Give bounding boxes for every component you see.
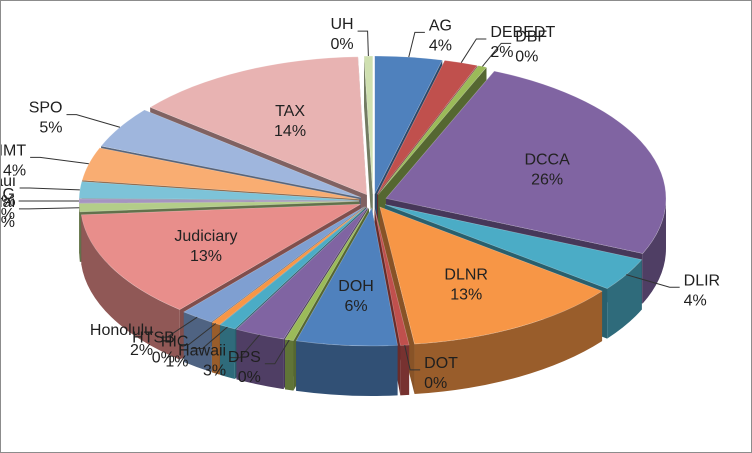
- slice-value-maui: 2%: [1, 193, 16, 210]
- slice-value-ag: 4%: [429, 37, 452, 54]
- slice-label-tax: TAX: [275, 103, 305, 120]
- slice-rim-dcca: [642, 198, 666, 304]
- slice-labels: AG4%DEBEDT2%DBF0%DCCA26%DLIR4%DLNR13%DOT…: [1, 16, 720, 392]
- slice-value-dbf: 0%: [515, 48, 538, 65]
- leader-line-debedt: [460, 38, 487, 63]
- slice-label-debedt: DEBEDT: [490, 24, 555, 41]
- slice-spo: [100, 109, 362, 198]
- slice-value-dlir: 4%: [684, 292, 707, 309]
- slice-maui: [78, 181, 360, 201]
- slice-value-oimt: 4%: [3, 162, 26, 179]
- slice-dlir: [384, 204, 643, 289]
- slice-value-dcca: 26%: [531, 172, 563, 189]
- slice-value-debedt: 2%: [490, 44, 513, 61]
- leader-line-honolulu: [157, 316, 198, 338]
- slice-label-lg: LG: [1, 186, 15, 203]
- slice-rim-judiciary: [81, 214, 180, 360]
- slice-label-kauai: Kauai: [1, 194, 15, 211]
- slice-value-uh: 0%: [330, 36, 353, 53]
- slice-rim-dps: [284, 339, 294, 391]
- slice-value-spo: 5%: [39, 120, 62, 137]
- leader-line-ag: [408, 31, 425, 58]
- leader-line-oimt: [30, 156, 89, 165]
- leader-line-maui: [19, 187, 80, 191]
- leader-line-spo: [66, 114, 121, 128]
- slice-label-judiciary: Judiciary: [174, 228, 237, 245]
- slice-value-dlnr: 13%: [450, 286, 482, 303]
- slice-value-htsb: 0%: [152, 350, 175, 367]
- slice-label-dbf: DBF: [515, 28, 547, 45]
- slice-uh: [363, 55, 374, 195]
- slice-rim-dlir: [607, 259, 642, 339]
- slice-dcca: [385, 70, 667, 254]
- slice-label-doh: DOH: [338, 278, 374, 295]
- slice-value-hic: 1%: [165, 354, 188, 371]
- leader-line-dps: [264, 339, 290, 365]
- slice-oimt: [81, 147, 360, 200]
- slice-rim-dot: [400, 344, 410, 396]
- leader-line-dlir: [626, 274, 680, 288]
- slice-value-lg: 0%: [1, 206, 15, 223]
- leader-line-dbf: [482, 42, 512, 67]
- leader-line-hic: [192, 326, 228, 350]
- slice-label-dlir: DLIR: [684, 272, 720, 289]
- slice-rim-doh: [296, 340, 398, 396]
- slice-label-maui: Maui: [1, 173, 16, 190]
- slice-hic: [219, 206, 367, 330]
- slice-rim-hawaii: [236, 329, 284, 390]
- slice-judiciary: [81, 203, 361, 310]
- slice-rim-hic: [220, 324, 235, 380]
- leader-line-hawaii: [230, 334, 260, 359]
- leader-line-kauai: [18, 207, 80, 210]
- slice-rim-dlnr: [414, 291, 603, 395]
- slice-value-dot: 0%: [424, 375, 447, 392]
- slice-doh: [295, 207, 398, 347]
- slice-label-dot: DOT: [424, 355, 458, 372]
- slice-value-tax: 14%: [274, 123, 306, 140]
- slice-label-hawaii: Hawaii: [178, 343, 226, 360]
- slice-label-spo: SPO: [29, 100, 63, 117]
- slice-label-htsb: HTSB: [132, 330, 175, 347]
- leader-line-dot: [404, 345, 421, 371]
- slice-kauai: [78, 201, 360, 213]
- slice-label-ag: AG: [429, 17, 452, 34]
- slice-hawaii: [235, 207, 368, 340]
- slice-value-doh: 6%: [344, 298, 367, 315]
- leader-lines: [18, 30, 680, 371]
- slice-value-judiciary: 13%: [190, 248, 222, 265]
- slice-tops: [78, 55, 667, 347]
- slice-value-honolulu: 2%: [130, 342, 153, 359]
- slice-label-honolulu: Honolulu: [90, 322, 153, 339]
- slice-dlnr: [379, 206, 603, 345]
- slice-label-uh: UH: [330, 16, 353, 33]
- slice-tax: [149, 56, 368, 196]
- slice-label-dps: DPS: [228, 349, 261, 366]
- slice-label-oimt: OIMT: [1, 142, 26, 159]
- slice-rim-honolulu: [183, 311, 212, 373]
- slice-value-kauai: 1%: [1, 214, 15, 231]
- slice-label-dlnr: DLNR: [444, 266, 488, 283]
- slice-rim-kauai: [79, 203, 80, 262]
- leader-line-htsb: [178, 323, 217, 346]
- slice-side-uh: [363, 56, 373, 245]
- slice-value-dps: 0%: [238, 369, 261, 386]
- slice-dot: [374, 207, 410, 346]
- slice-ag: [374, 55, 443, 195]
- slice-label-dcca: DCCA: [524, 152, 570, 169]
- slice-label-hic: HIC: [161, 334, 189, 351]
- slice-value-hawaii: 3%: [203, 363, 226, 380]
- leader-line-uh: [357, 30, 369, 57]
- slice-dps: [284, 207, 370, 341]
